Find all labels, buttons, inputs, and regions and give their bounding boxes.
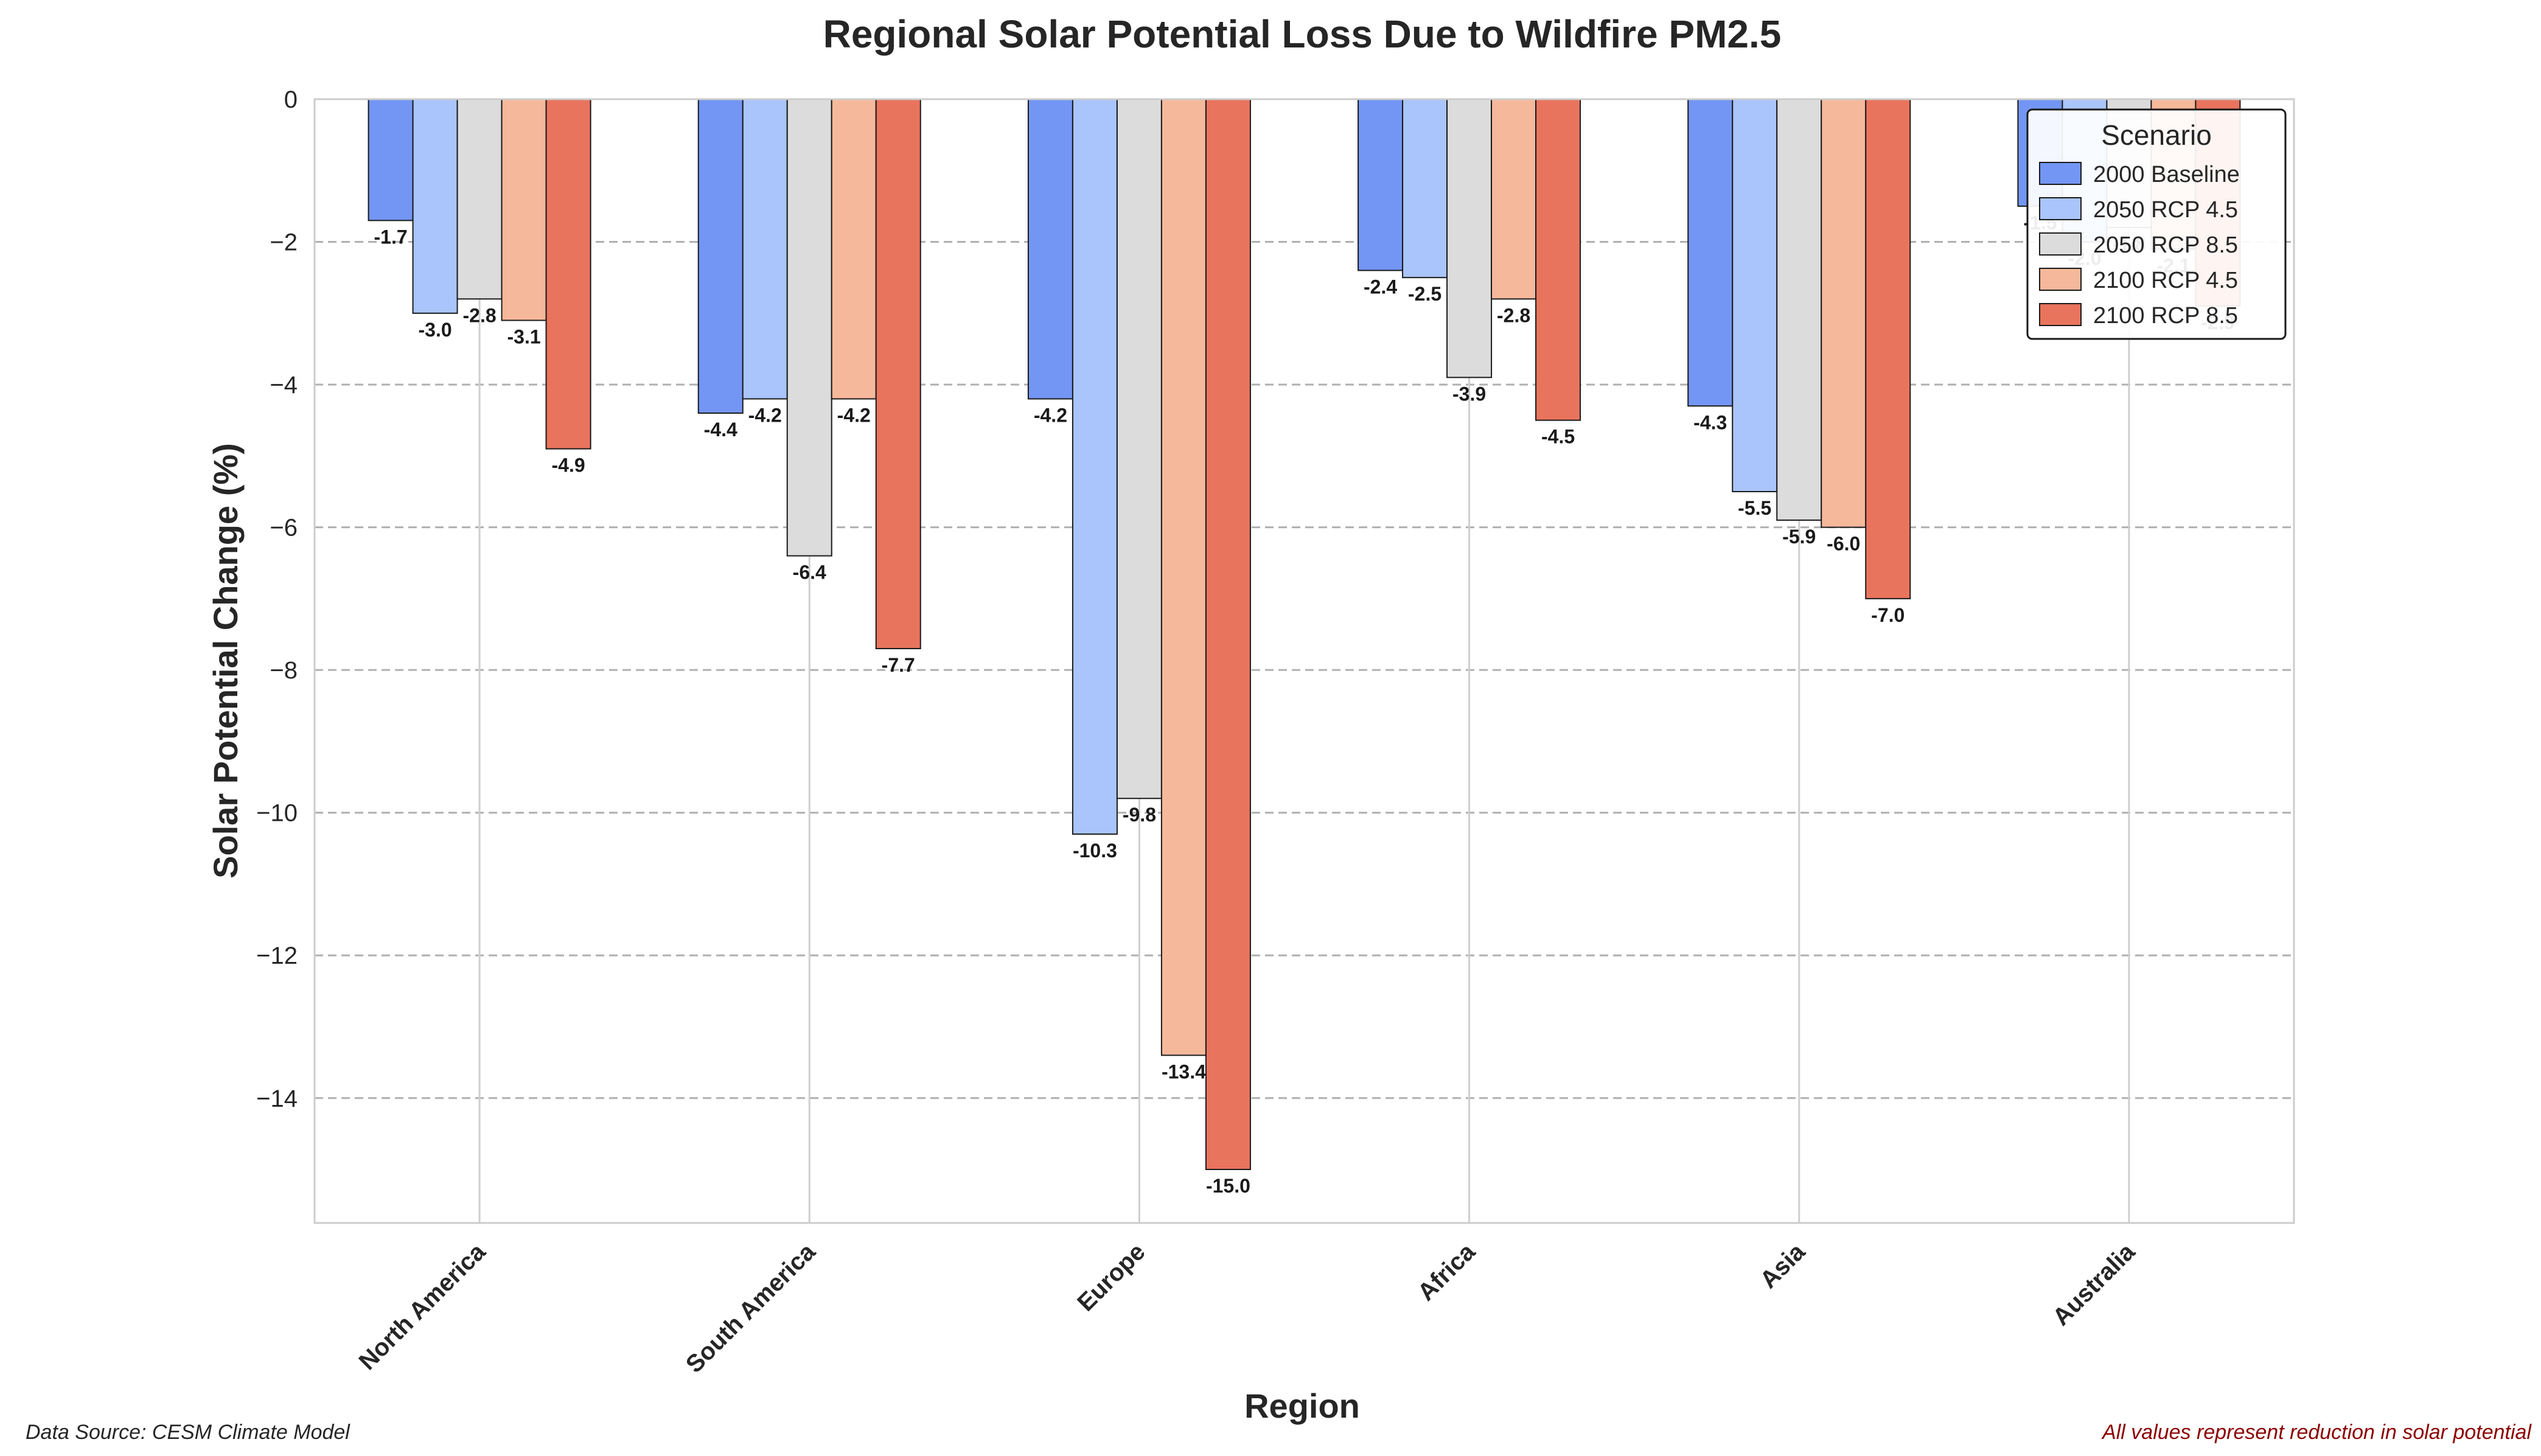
bar-value-label: -13.4	[1162, 1061, 1206, 1082]
y-tick-label: −4	[270, 372, 298, 399]
legend-entry: 2100 RCP 4.5	[2093, 268, 2238, 293]
bar-value-label: -5.9	[1782, 526, 1816, 548]
bar	[545, 99, 591, 450]
data-source-note: Data Source: CESM Climate Model	[26, 1421, 350, 1444]
bar-value-label: -7.7	[882, 654, 915, 676]
legend-entry: 2100 RCP 8.5	[2093, 303, 2238, 329]
bar-value-label: -3.1	[507, 326, 541, 348]
bar	[412, 99, 458, 314]
bar	[1446, 99, 1493, 378]
chart-title: Regional Solar Potential Loss Due to Wil…	[823, 12, 1782, 56]
bar	[1160, 99, 1207, 1056]
bar-value-label: -4.2	[837, 405, 871, 427]
y-tick-label: −14	[256, 1085, 298, 1112]
x-axis-label: Region	[1244, 1387, 1360, 1425]
bar	[368, 99, 414, 221]
bar	[1027, 99, 1073, 400]
bar	[786, 99, 832, 557]
x-tick-label: Australia	[2048, 1238, 2141, 1331]
bar-value-label: -1.7	[374, 226, 408, 248]
legend-entry: 2050 RCP 8.5	[2093, 232, 2238, 258]
bar-value-label: -2.4	[1364, 276, 1397, 298]
bar-value-label: -3.0	[419, 319, 452, 341]
x-tick-label: Europe	[1072, 1238, 1151, 1317]
y-tick-label: 0	[284, 86, 298, 113]
y-tick-labels: 0 −2 −4 −6 −8 −10 −12 −14	[256, 86, 298, 1112]
bar	[1732, 99, 1778, 492]
legend-swatch	[2039, 268, 2082, 291]
y-tick-label: −6	[270, 515, 298, 542]
legend-swatch	[2039, 197, 2082, 220]
bar-value-label: -2.8	[463, 304, 497, 326]
bar	[1358, 99, 1404, 271]
legend-box	[2026, 108, 2287, 340]
bar-value-label: -4.5	[1541, 426, 1575, 448]
bar-value-label: -2.5	[1408, 283, 1441, 305]
bar-value-label: -10.3	[1073, 840, 1117, 862]
x-tick-label: South America	[681, 1238, 821, 1378]
bar-value-label: -4.9	[552, 455, 585, 476]
bar-value-label: -2.8	[1497, 304, 1530, 326]
y-tick-label: −8	[270, 657, 298, 684]
bar	[501, 99, 547, 321]
plot-frame	[313, 98, 2295, 1224]
bar-value-label: -6.4	[793, 562, 826, 583]
bar-value-label: -4.2	[748, 405, 782, 427]
bar-value-label: -15.0	[1206, 1175, 1250, 1197]
x-tick-label: Africa	[1413, 1238, 1481, 1306]
bar	[831, 99, 877, 400]
legend-title: Scenario	[2101, 119, 2212, 151]
reduction-note: All values represent reduction in solar …	[2101, 1421, 2532, 1444]
bar	[1687, 99, 1734, 407]
y-tick-label: −12	[256, 942, 298, 969]
legend-swatch	[2039, 303, 2082, 326]
bar-value-label: -9.8	[1123, 804, 1156, 826]
data-labels: -1.7-4.4-4.2-2.4-4.3-1.5-3.0-4.2-10.3-2.…	[374, 212, 2235, 1197]
bar-value-label: -4.4	[704, 419, 737, 441]
legend-swatch	[2039, 232, 2082, 256]
bar	[1072, 99, 1118, 835]
bar	[1491, 99, 1537, 300]
bar	[456, 99, 503, 300]
bar	[1821, 99, 1867, 528]
bar-value-label: -3.9	[1452, 383, 1486, 405]
legend-entry: 2050 RCP 4.5	[2093, 197, 2238, 223]
legend: Scenario 2000 Baseline 2050 RCP 4.5 2050 R…	[2026, 108, 2287, 340]
y-axis-label: Solar Potential Change (%)	[206, 443, 245, 879]
legend-swatch	[2039, 162, 2082, 185]
x-tick-label: Asia	[1755, 1238, 1810, 1294]
bar	[1865, 99, 1911, 599]
bar	[1535, 99, 1581, 421]
bar	[875, 99, 921, 649]
bar	[697, 99, 744, 414]
bars	[368, 99, 2241, 1171]
x-tick-label: North America	[354, 1238, 490, 1375]
gridlines	[315, 98, 2294, 1223]
bar-value-label: -4.2	[1034, 405, 1067, 427]
y-tick-label: −10	[256, 800, 298, 827]
bar-value-label: -4.3	[1693, 411, 1727, 433]
legend-entry: 2000 Baseline	[2093, 162, 2240, 187]
x-tick-labels: North America South America Europe Africa As…	[354, 1238, 2140, 1378]
bar-value-label: -6.0	[1827, 533, 1860, 555]
y-tick-label: −2	[270, 229, 298, 256]
bar	[1402, 99, 1448, 279]
bar	[1116, 99, 1162, 799]
bar-value-label: -7.0	[1871, 604, 1905, 626]
bar	[742, 99, 788, 400]
bar-value-label: -5.5	[1738, 497, 1771, 519]
bar	[1205, 99, 1251, 1171]
bar	[1776, 99, 1822, 521]
